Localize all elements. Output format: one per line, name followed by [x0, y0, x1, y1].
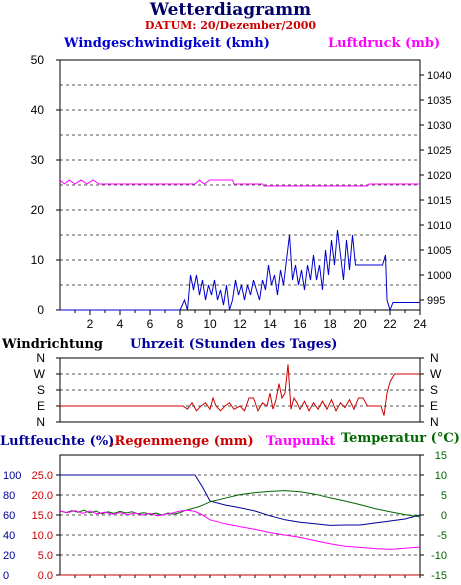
- pressure-y-tick-label: 1005: [427, 245, 451, 257]
- direction-left-tick-label: S: [37, 383, 45, 397]
- wind-y-tick-label: 0: [37, 303, 44, 317]
- time-x-tick-label: 8: [177, 317, 184, 331]
- pressure-y-tick-label: 1035: [427, 95, 451, 107]
- pressure-y-tick-label: 995: [427, 295, 445, 307]
- direction-left-tick-label: W: [34, 367, 46, 381]
- time-x-tick-label: 10: [203, 317, 217, 331]
- pressure-y-tick-label: 1020: [427, 170, 451, 182]
- pressure-y-tick-label: 1030: [427, 120, 451, 132]
- direction-right-tick-label: E: [430, 399, 438, 413]
- humidity-y-tick-label: 60: [3, 510, 15, 522]
- temperature-y-tick-label: 10: [435, 470, 447, 482]
- time-x-tick-label: 16: [293, 317, 307, 331]
- rain-y-tick-label: 15.0: [32, 510, 53, 522]
- rain-y-tick-label: 10.0: [32, 530, 53, 542]
- pressure-y-tick-label: 1015: [427, 195, 451, 207]
- pressure-y-tick-label: 1040: [427, 70, 451, 82]
- humidity-axis-label: Luftfeuchte (%): [0, 434, 115, 449]
- temperature-y-tick-label: -15: [431, 570, 447, 582]
- dewpoint-series-line: [59, 509, 421, 550]
- rain-y-tick-label: 5.0: [38, 550, 53, 562]
- pressure-y-tick-label: 1000: [427, 270, 451, 282]
- wind-y-tick-label: 40: [31, 103, 45, 117]
- time-x-tick-label: 6: [147, 317, 154, 331]
- time-x-tick-label: 18: [323, 317, 337, 331]
- time-axis-label: Uhrzeit (Stunden des Tages): [130, 337, 338, 352]
- chart-subtitle: DATUM: 20/Dezember/2000: [144, 19, 317, 32]
- humidity-y-tick-label: 80: [3, 490, 15, 502]
- rain-axis-label-text: Regenmenge (mm): [114, 434, 254, 449]
- time-x-tick-label: 12: [233, 317, 247, 331]
- direction-left-tick-label: E: [37, 399, 45, 413]
- rain-axis-label: ,Regenmenge (mm): [110, 434, 254, 449]
- rain-y-tick-label: 20.0: [32, 490, 53, 502]
- direction-right-tick-label: W: [430, 367, 442, 381]
- temperature-y-tick-label: 15: [435, 450, 447, 462]
- direction-right-tick-label: S: [430, 383, 438, 397]
- direction-left-tick-label: N: [36, 351, 45, 365]
- pressure-y-tick-label: 1025: [427, 145, 451, 157]
- time-x-tick-label: 22: [383, 317, 397, 331]
- wind-direction-label: Windrichtung: [2, 337, 104, 352]
- time-x-tick-label: 20: [353, 317, 367, 331]
- temperature-axis-label: Temperatur (°C): [341, 431, 460, 446]
- wind-y-tick-label: 30: [31, 153, 45, 167]
- rain-y-tick-label: 0.0: [38, 570, 53, 582]
- wind-speed-axis-label: Windgeschwindigkeit (kmh): [64, 36, 270, 51]
- time-x-tick-label: 2: [87, 317, 94, 331]
- wind-y-tick-label: 20: [31, 203, 45, 217]
- temperature-label-prefix: Temperatur (: [341, 431, 437, 446]
- temperature-y-tick-label: 5: [441, 490, 447, 502]
- temperature-y-tick-label: -5: [437, 530, 447, 542]
- time-x-tick-label: 14: [263, 317, 277, 331]
- humidity-y-tick-label: 0: [3, 570, 9, 582]
- temperature-y-tick-label: 0: [441, 510, 447, 522]
- chart-title: Wetterdiagramm: [149, 0, 312, 20]
- rain-y-tick-label: 25.0: [32, 470, 53, 482]
- direction-left-tick-label: N: [36, 415, 45, 429]
- humidity-y-tick-label: 40: [3, 530, 15, 542]
- time-x-tick-label: 24: [413, 317, 427, 331]
- pressure-y-tick-label: 1010: [427, 220, 451, 232]
- wind-direction-series-line: [60, 364, 420, 416]
- time-x-tick-label: 4: [117, 317, 124, 331]
- humidity-series-line: [60, 474, 421, 526]
- humidity-y-tick-label: 20: [3, 550, 15, 562]
- temperature-series-line: [59, 490, 421, 518]
- direction-right-tick-label: N: [430, 415, 439, 429]
- temperature-label-suffix: ): [453, 431, 460, 446]
- dewpoint-axis-label: Taupunkt: [266, 434, 336, 449]
- pressure-series-line: [59, 179, 420, 187]
- humidity-y-tick-label: 100: [3, 470, 21, 482]
- pressure-axis-label: Luftdruck (mb): [328, 36, 441, 51]
- temperature-y-tick-label: -10: [431, 550, 447, 562]
- wind-y-tick-label: 10: [31, 253, 45, 267]
- wind-y-tick-label: 50: [31, 53, 45, 67]
- wind-speed-series-line: [60, 229, 420, 312]
- temperature-label-unit: °C: [436, 431, 454, 446]
- direction-right-tick-label: N: [430, 351, 439, 365]
